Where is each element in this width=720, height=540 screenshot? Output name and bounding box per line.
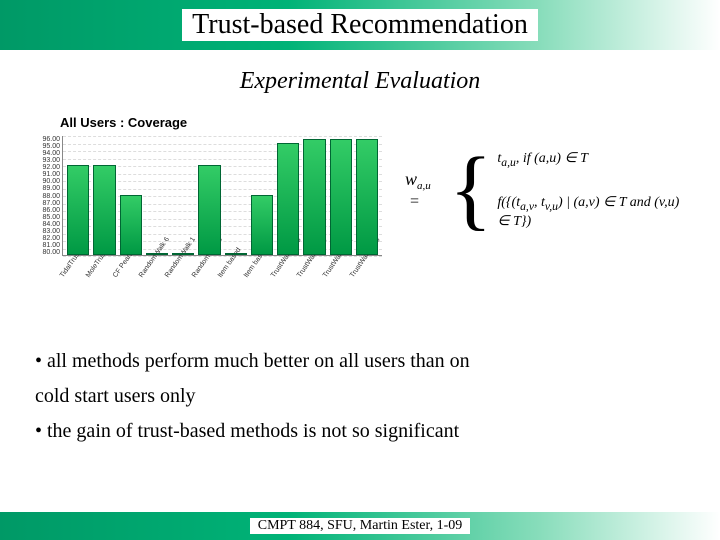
x-label: TrustWalker0 4 <box>322 275 328 279</box>
y-tick: 88.00 <box>30 193 60 200</box>
bullet-line: • all methods perform much better on all… <box>35 346 685 377</box>
y-tick: 90.00 <box>30 178 60 185</box>
y-tick: 95.00 <box>30 143 60 150</box>
x-label: Item based 4 <box>243 275 249 279</box>
bar <box>120 195 142 255</box>
chart-area: 96.0095.0094.0093.0092.0091.0090.0089.00… <box>30 136 390 306</box>
bar <box>146 253 168 255</box>
x-label: RandomWalk 6 <box>138 275 144 279</box>
bullet-line: • the gain of trust-based methods is not… <box>35 416 685 447</box>
formula-case-1: ta,u, if (a,u) ∈ T <box>497 150 690 169</box>
grid-line <box>63 136 382 137</box>
x-axis: TidalTrustMoleTrustCF PearsonRandomWalk … <box>62 258 382 265</box>
formula-case-2: f({(ta,v, tv,u) | (a,v) ∈ T and (v,u) ∈ … <box>497 194 690 230</box>
bullet-line: cold start users only <box>35 381 685 412</box>
y-tick: 91.00 <box>30 171 60 178</box>
formula-cases: ta,u, if (a,u) ∈ T f({(ta,v, tv,u) | (a,… <box>497 150 690 230</box>
y-tick: 80.00 <box>30 249 60 256</box>
x-label: CF Pearson <box>112 275 118 279</box>
page-title: Trust-based Recommendation <box>182 9 538 41</box>
bar <box>67 165 89 255</box>
x-label: RandomWalk 0 <box>191 275 197 279</box>
y-tick: 81.00 <box>30 242 60 249</box>
x-label: RandomWalk 1 <box>164 275 170 279</box>
bar <box>356 139 378 255</box>
chart-title: All Users : Coverage <box>60 115 390 130</box>
subtitle: Experimental Evaluation <box>0 68 720 95</box>
content-row: All Users : Coverage 96.0095.0094.0093.0… <box>0 115 720 306</box>
bullet-list: • all methods perform much better on all… <box>0 346 720 447</box>
title-bar: Trust-based Recommendation <box>0 0 720 50</box>
y-tick: 96.00 <box>30 136 60 143</box>
brace-icon: { <box>449 145 492 235</box>
y-tick: 85.00 <box>30 214 60 221</box>
formula: wa,u = { ta,u, if (a,u) ∈ T f({(ta,v, tv… <box>405 115 690 265</box>
formula-lhs: wa,u = <box>405 169 444 210</box>
x-label: Item based <box>217 275 223 279</box>
y-tick: 92.00 <box>30 164 60 171</box>
bar <box>93 165 115 255</box>
x-label: TrustWalker0 4 <box>296 275 302 279</box>
y-tick: 84.00 <box>30 221 60 228</box>
y-tick: 94.00 <box>30 150 60 157</box>
y-axis: 96.0095.0094.0093.0092.0091.0090.0089.00… <box>30 136 60 256</box>
x-label: TrustWalker0 6 <box>349 275 355 279</box>
y-tick: 93.00 <box>30 157 60 164</box>
footer-text: CMPT 884, SFU, Martin Ester, 1-09 <box>250 518 471 534</box>
y-tick: 82.00 <box>30 235 60 242</box>
bar <box>277 143 299 256</box>
footer-bar: CMPT 884, SFU, Martin Ester, 1-09 <box>0 512 720 540</box>
bar <box>330 139 352 255</box>
y-tick: 86.00 <box>30 207 60 214</box>
y-tick: 83.00 <box>30 228 60 235</box>
x-label: TrustWalker0 3 <box>270 275 276 279</box>
y-tick: 89.00 <box>30 185 60 192</box>
bar <box>225 253 247 255</box>
x-label: TidalTrust <box>59 275 65 279</box>
coverage-chart: All Users : Coverage 96.0095.0094.0093.0… <box>30 115 390 306</box>
x-label: MoleTrust <box>85 275 91 279</box>
y-tick: 87.00 <box>30 200 60 207</box>
bar <box>251 195 273 255</box>
bar <box>303 139 325 255</box>
bar <box>198 165 220 255</box>
bar <box>172 253 194 255</box>
